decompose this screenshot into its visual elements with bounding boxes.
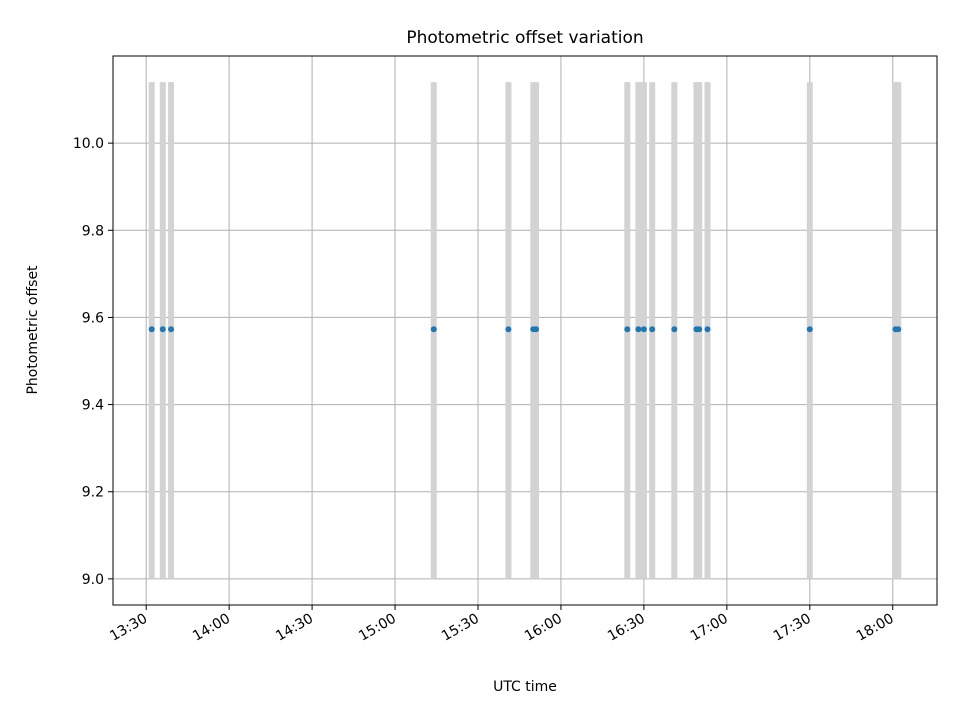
data-point bbox=[533, 326, 540, 333]
x-tick-label: 16:30 bbox=[605, 611, 648, 645]
x-axis-ticks: 13:30 14:00 14:30 15:00 15:30 16:00 16:30 17:00… bbox=[107, 605, 897, 645]
data-point bbox=[148, 326, 155, 333]
y-tick-label: 9.2 bbox=[82, 485, 104, 501]
x-tick-label: 14:00 bbox=[190, 611, 233, 645]
x-tick-label: 17:00 bbox=[688, 611, 731, 645]
x-tick-label: 18:00 bbox=[854, 611, 897, 645]
x-tick-label: 15:00 bbox=[356, 611, 399, 645]
x-tick-label: 15:30 bbox=[439, 611, 482, 645]
data-point bbox=[505, 326, 512, 333]
data-point bbox=[671, 326, 678, 333]
x-tick-label: 16:00 bbox=[522, 611, 565, 645]
y-tick-label: 10.0 bbox=[73, 136, 104, 152]
data-points bbox=[148, 326, 902, 333]
x-tick-label: 14:30 bbox=[273, 611, 316, 645]
y-axis-label: Photometric offset bbox=[25, 265, 41, 395]
error-bars bbox=[148, 82, 902, 579]
data-point bbox=[895, 326, 902, 333]
grid bbox=[113, 56, 937, 605]
chart-title: Photometric offset variation bbox=[406, 28, 643, 48]
data-point bbox=[159, 326, 166, 333]
plot-frame bbox=[112, 55, 938, 606]
data-point bbox=[696, 326, 703, 333]
x-axis-label: UTC time bbox=[493, 679, 557, 695]
y-tick-label: 9.6 bbox=[82, 310, 104, 326]
x-tick-label: 13:30 bbox=[107, 611, 150, 645]
y-axis-ticks: 9.0 9.2 9.4 9.6 9.8 10.0 bbox=[73, 136, 113, 588]
data-point bbox=[704, 326, 711, 333]
data-point bbox=[168, 326, 175, 333]
data-point bbox=[806, 326, 813, 333]
y-tick-label: 9.8 bbox=[82, 223, 104, 239]
data-point bbox=[635, 326, 642, 333]
y-tick-label: 9.0 bbox=[82, 572, 104, 588]
y-tick-label: 9.4 bbox=[82, 398, 104, 414]
data-point bbox=[640, 326, 647, 333]
data-point bbox=[430, 326, 437, 333]
data-point bbox=[649, 326, 656, 333]
data-point bbox=[624, 326, 631, 333]
x-tick-label: 17:30 bbox=[771, 611, 814, 645]
